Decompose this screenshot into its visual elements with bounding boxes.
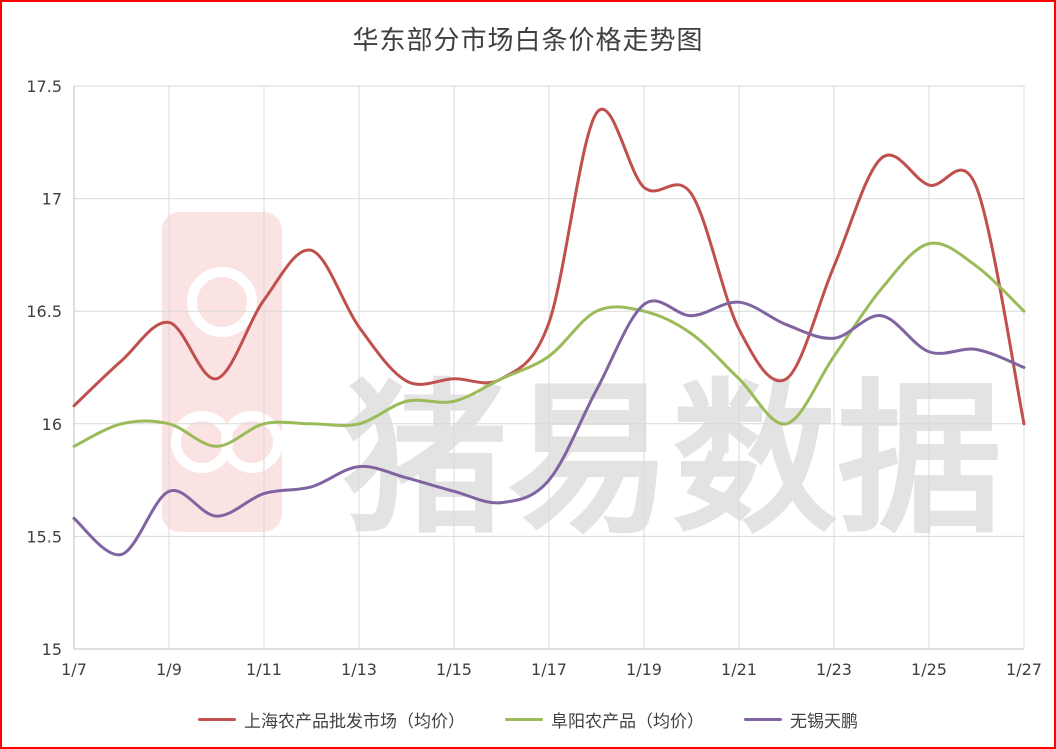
x-tick-label: 1/23 bbox=[816, 660, 852, 679]
x-tick-label: 1/15 bbox=[436, 660, 472, 679]
chart-legend: 上海农产品批发市场（均价） 阜阳农产品（均价） 无锡天鹏 bbox=[2, 707, 1054, 732]
x-tick-label: 1/17 bbox=[531, 660, 567, 679]
y-tick-label: 16 bbox=[42, 415, 62, 434]
y-tick-label: 17.5 bbox=[26, 77, 62, 96]
legend-item-2: 阜阳农产品（均价） bbox=[505, 707, 704, 732]
y-tick-label: 15.5 bbox=[26, 527, 62, 546]
x-tick-label: 1/13 bbox=[341, 660, 377, 679]
watermark-logo-ring-top bbox=[187, 267, 257, 337]
x-tick-label: 1/11 bbox=[246, 660, 282, 679]
legend-label: 阜阳农产品（均价） bbox=[551, 712, 704, 732]
x-tick-label: 1/19 bbox=[626, 660, 662, 679]
watermark-text: 猪易数据 bbox=[342, 364, 1002, 556]
y-tick-label: 17 bbox=[42, 190, 62, 209]
series-line-3 bbox=[72, 299, 1026, 557]
legend-item-3: 无锡天鹏 bbox=[744, 707, 858, 732]
series-line-1 bbox=[72, 107, 1026, 426]
x-tick-label: 1/7 bbox=[61, 660, 87, 679]
legend-item-1: 上海农产品批发市场（均价） bbox=[198, 707, 465, 732]
legend-swatch bbox=[505, 718, 543, 721]
x-tick-label: 1/27 bbox=[1006, 660, 1042, 679]
chart-title: 华东部分市场白条价格走势图 bbox=[352, 26, 704, 56]
x-tick-label: 1/25 bbox=[911, 660, 947, 679]
series-line-2 bbox=[72, 241, 1026, 448]
legend-label: 上海农产品批发市场（均价） bbox=[244, 712, 465, 732]
x-tick-label: 1/21 bbox=[721, 660, 757, 679]
legend-swatch bbox=[198, 718, 236, 721]
watermark-logo-ring-right bbox=[221, 411, 283, 473]
y-tick-label: 16.5 bbox=[26, 302, 62, 321]
legend-label: 无锡天鹏 bbox=[790, 712, 858, 732]
x-tick-label: 1/9 bbox=[156, 660, 182, 679]
y-tick-label: 15 bbox=[42, 640, 62, 659]
legend-swatch bbox=[744, 718, 782, 721]
